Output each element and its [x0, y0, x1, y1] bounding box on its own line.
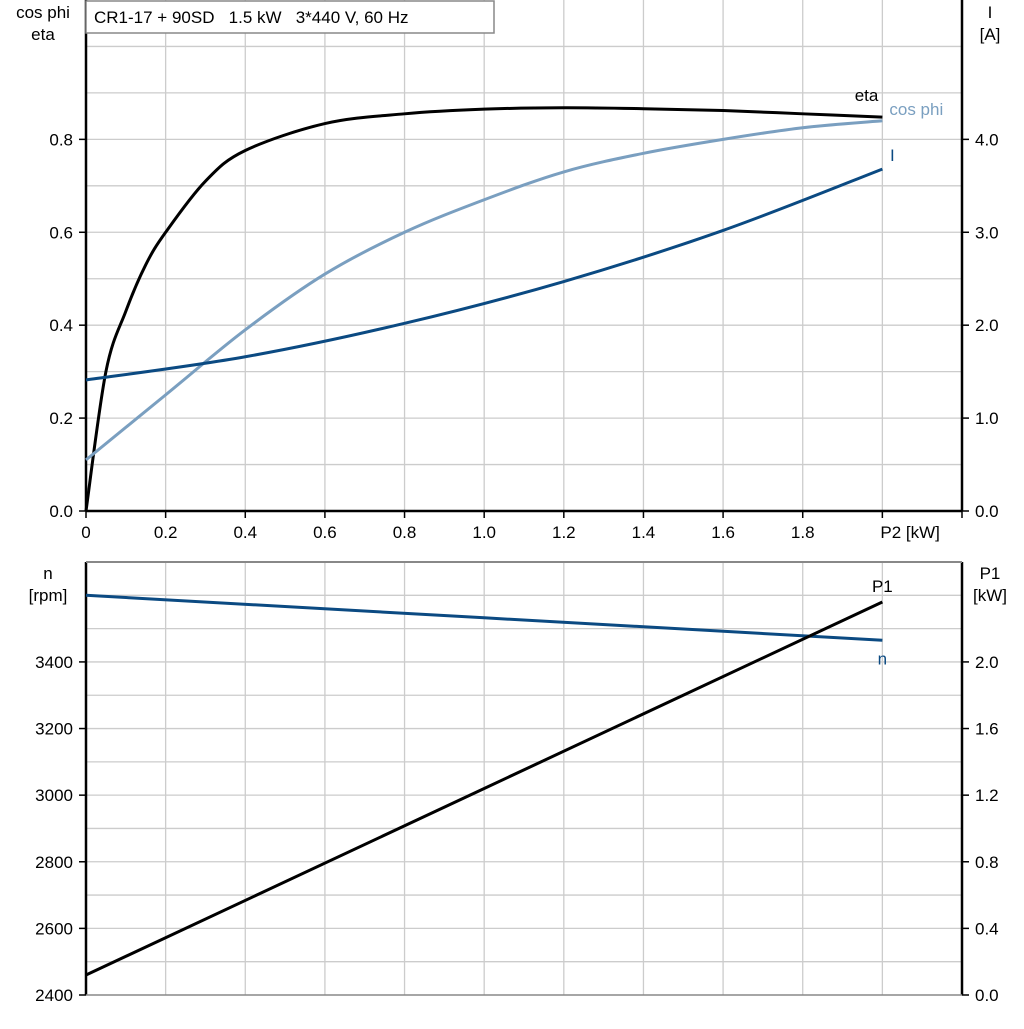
x-tick-label: 0.2	[154, 523, 178, 542]
chart-title-box: CR1-17 + 90SD 1.5 kW 3*440 V, 60 Hz	[85, 0, 495, 34]
y-tick-label-right: 1.2	[975, 786, 999, 805]
y-tick-label-left: 0.6	[49, 223, 73, 242]
y-axis-label-left: [rpm]	[29, 586, 68, 605]
y-tick-label-right: 2.0	[975, 316, 999, 335]
x-axis-label: P2 [kW]	[880, 523, 940, 542]
y-tick-label-right: 3.0	[975, 223, 999, 242]
y-tick-label-left: 2400	[35, 986, 73, 1005]
y-tick-label-left: 2800	[35, 853, 73, 872]
x-tick-label: 1.6	[711, 523, 735, 542]
series-line-I	[85, 167, 883, 382]
y-axis-label-left: eta	[31, 25, 55, 44]
y-tick-label-left: 0.0	[49, 502, 73, 521]
y-tick-label-right: 0.4	[975, 919, 999, 938]
series-label-n: n	[878, 649, 887, 668]
y-tick-label-right: 1.6	[975, 720, 999, 739]
series-line-P1	[85, 600, 884, 977]
y-axis-label-right: [A]	[980, 25, 1001, 44]
title-frame	[85, 0, 495, 34]
x-tick-label: 1.0	[472, 523, 496, 542]
y-tick-label-left: 0.8	[49, 130, 73, 149]
y-tick-label-right: 0.0	[975, 986, 999, 1005]
series-line-n	[85, 593, 883, 642]
y-tick-label-left: 2600	[35, 919, 73, 938]
x-tick-label: 0.4	[233, 523, 257, 542]
x-tick-label: 0	[81, 523, 90, 542]
y-tick-label-left: 0.2	[49, 409, 73, 428]
series-label-P1: P1	[872, 577, 893, 596]
y-axis-label-right: P1	[980, 564, 1001, 583]
y-tick-label-right: 0.8	[975, 853, 999, 872]
y-tick-label-right: 2.0	[975, 653, 999, 672]
series-label-cos-phi: cos phi	[889, 100, 943, 119]
y-axis-label-left: n	[43, 564, 52, 583]
chart-title: CR1-17 + 90SD 1.5 kW 3*440 V, 60 Hz	[94, 8, 409, 27]
series-label-I: I	[890, 146, 895, 165]
x-tick-label: 1.2	[552, 523, 576, 542]
y-tick-label-left: 3400	[35, 653, 73, 672]
y-axis-label-left: cos phi	[16, 3, 70, 22]
y-tick-label-left: 3200	[35, 720, 73, 739]
y-tick-label-right: 1.0	[975, 409, 999, 428]
x-tick-label: 1.4	[632, 523, 656, 542]
y-tick-label-left: 3000	[35, 786, 73, 805]
y-tick-label-left: 0.4	[49, 316, 73, 335]
x-tick-label: 0.6	[313, 523, 337, 542]
series-line-eta	[84, 106, 883, 512]
series-line-cos-phi	[85, 119, 883, 462]
x-tick-label: 1.8	[791, 523, 815, 542]
panel-1: 0.0 0.2 0.4 0.6 0.8 0.0 1.0 2.0 3.0 4.0 0 0.2 0.4 0.6…	[16, 0, 1000, 542]
y-tick-label-right: 4.0	[975, 130, 999, 149]
y-tick-label-right: 0.0	[975, 502, 999, 521]
panel-2: 2400 2600 2800 3000 3200 3400 0.0 0.4 0.8 1.2 1.6 2…	[29, 561, 1007, 1005]
series-label-eta: eta	[855, 86, 879, 105]
x-tick-label: 0.8	[393, 523, 417, 542]
y-axis-label-right: [kW]	[973, 586, 1007, 605]
y-axis-label-right: I	[988, 3, 993, 22]
